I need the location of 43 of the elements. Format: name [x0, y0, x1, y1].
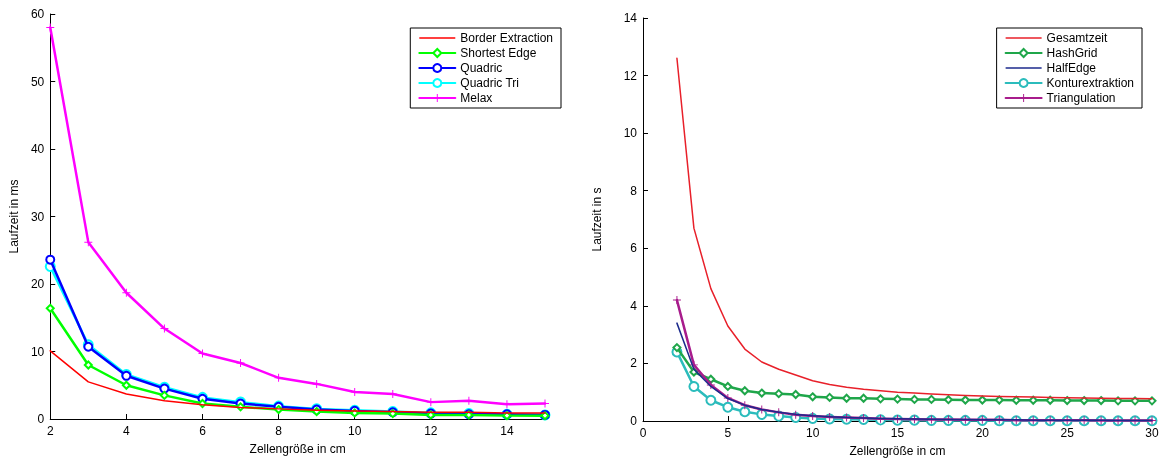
x-tick-label: 25 [1060, 426, 1075, 440]
legend-label: Quadric [460, 61, 503, 75]
legend-label: HashGrid [1046, 46, 1098, 60]
legend-label: Triangulation [1046, 91, 1116, 105]
y-tick-label: 6 [630, 241, 638, 256]
x-tick-label: 0 [639, 426, 647, 440]
y-tick-label: 4 [630, 298, 638, 313]
x-tick-label: 14 [500, 424, 514, 438]
legend-label: Melax [460, 91, 493, 105]
y-tick-label: 0 [630, 414, 638, 428]
y-tick-label: 8 [630, 183, 638, 198]
x-tick-label: 2 [46, 424, 54, 438]
legend-label: HalfEdge [1046, 61, 1097, 75]
y-axis-title: Laufzeit in s [590, 187, 604, 252]
x-tick-label: 10 [348, 424, 362, 438]
y-tick-label: 50 [30, 74, 45, 89]
x-tick-label: 8 [275, 424, 283, 438]
legend-label: Shortest Edge [460, 46, 537, 60]
x-tick-label: 12 [424, 424, 438, 438]
x-tick-label: 10 [805, 426, 820, 440]
y-tick-label: 2 [630, 356, 638, 371]
y-tick-label: 14 [623, 11, 638, 25]
y-tick-label: 20 [30, 277, 45, 291]
legend-label: Quadric Tri [460, 76, 519, 90]
x-axis-title: Zellengröße in cm [249, 442, 346, 456]
y-tick-label: 12 [623, 68, 638, 83]
y-tick-label: 60 [30, 7, 45, 21]
y-tick-label: 30 [30, 209, 45, 224]
legend-label: Gesamtzeit [1046, 31, 1108, 45]
x-tick-label: 15 [890, 426, 905, 440]
legend-label: Border Extraction [460, 31, 554, 45]
y-tick-label: 10 [30, 344, 45, 359]
x-axis-title: Zellengröße in cm [849, 444, 946, 458]
y-tick-label: 40 [30, 142, 45, 156]
y-axis-title: Laufzeit in ms [7, 179, 21, 254]
x-tick-label: 6 [199, 424, 207, 438]
x-tick-label: 30 [1145, 426, 1159, 440]
y-tick-label: 10 [623, 126, 638, 141]
legend-label: Konturextraktion [1046, 76, 1135, 90]
x-tick-label: 4 [123, 424, 131, 438]
x-tick-label: 20 [975, 426, 990, 440]
x-tick-label: 5 [724, 426, 732, 440]
y-tick-label: 0 [37, 412, 45, 426]
